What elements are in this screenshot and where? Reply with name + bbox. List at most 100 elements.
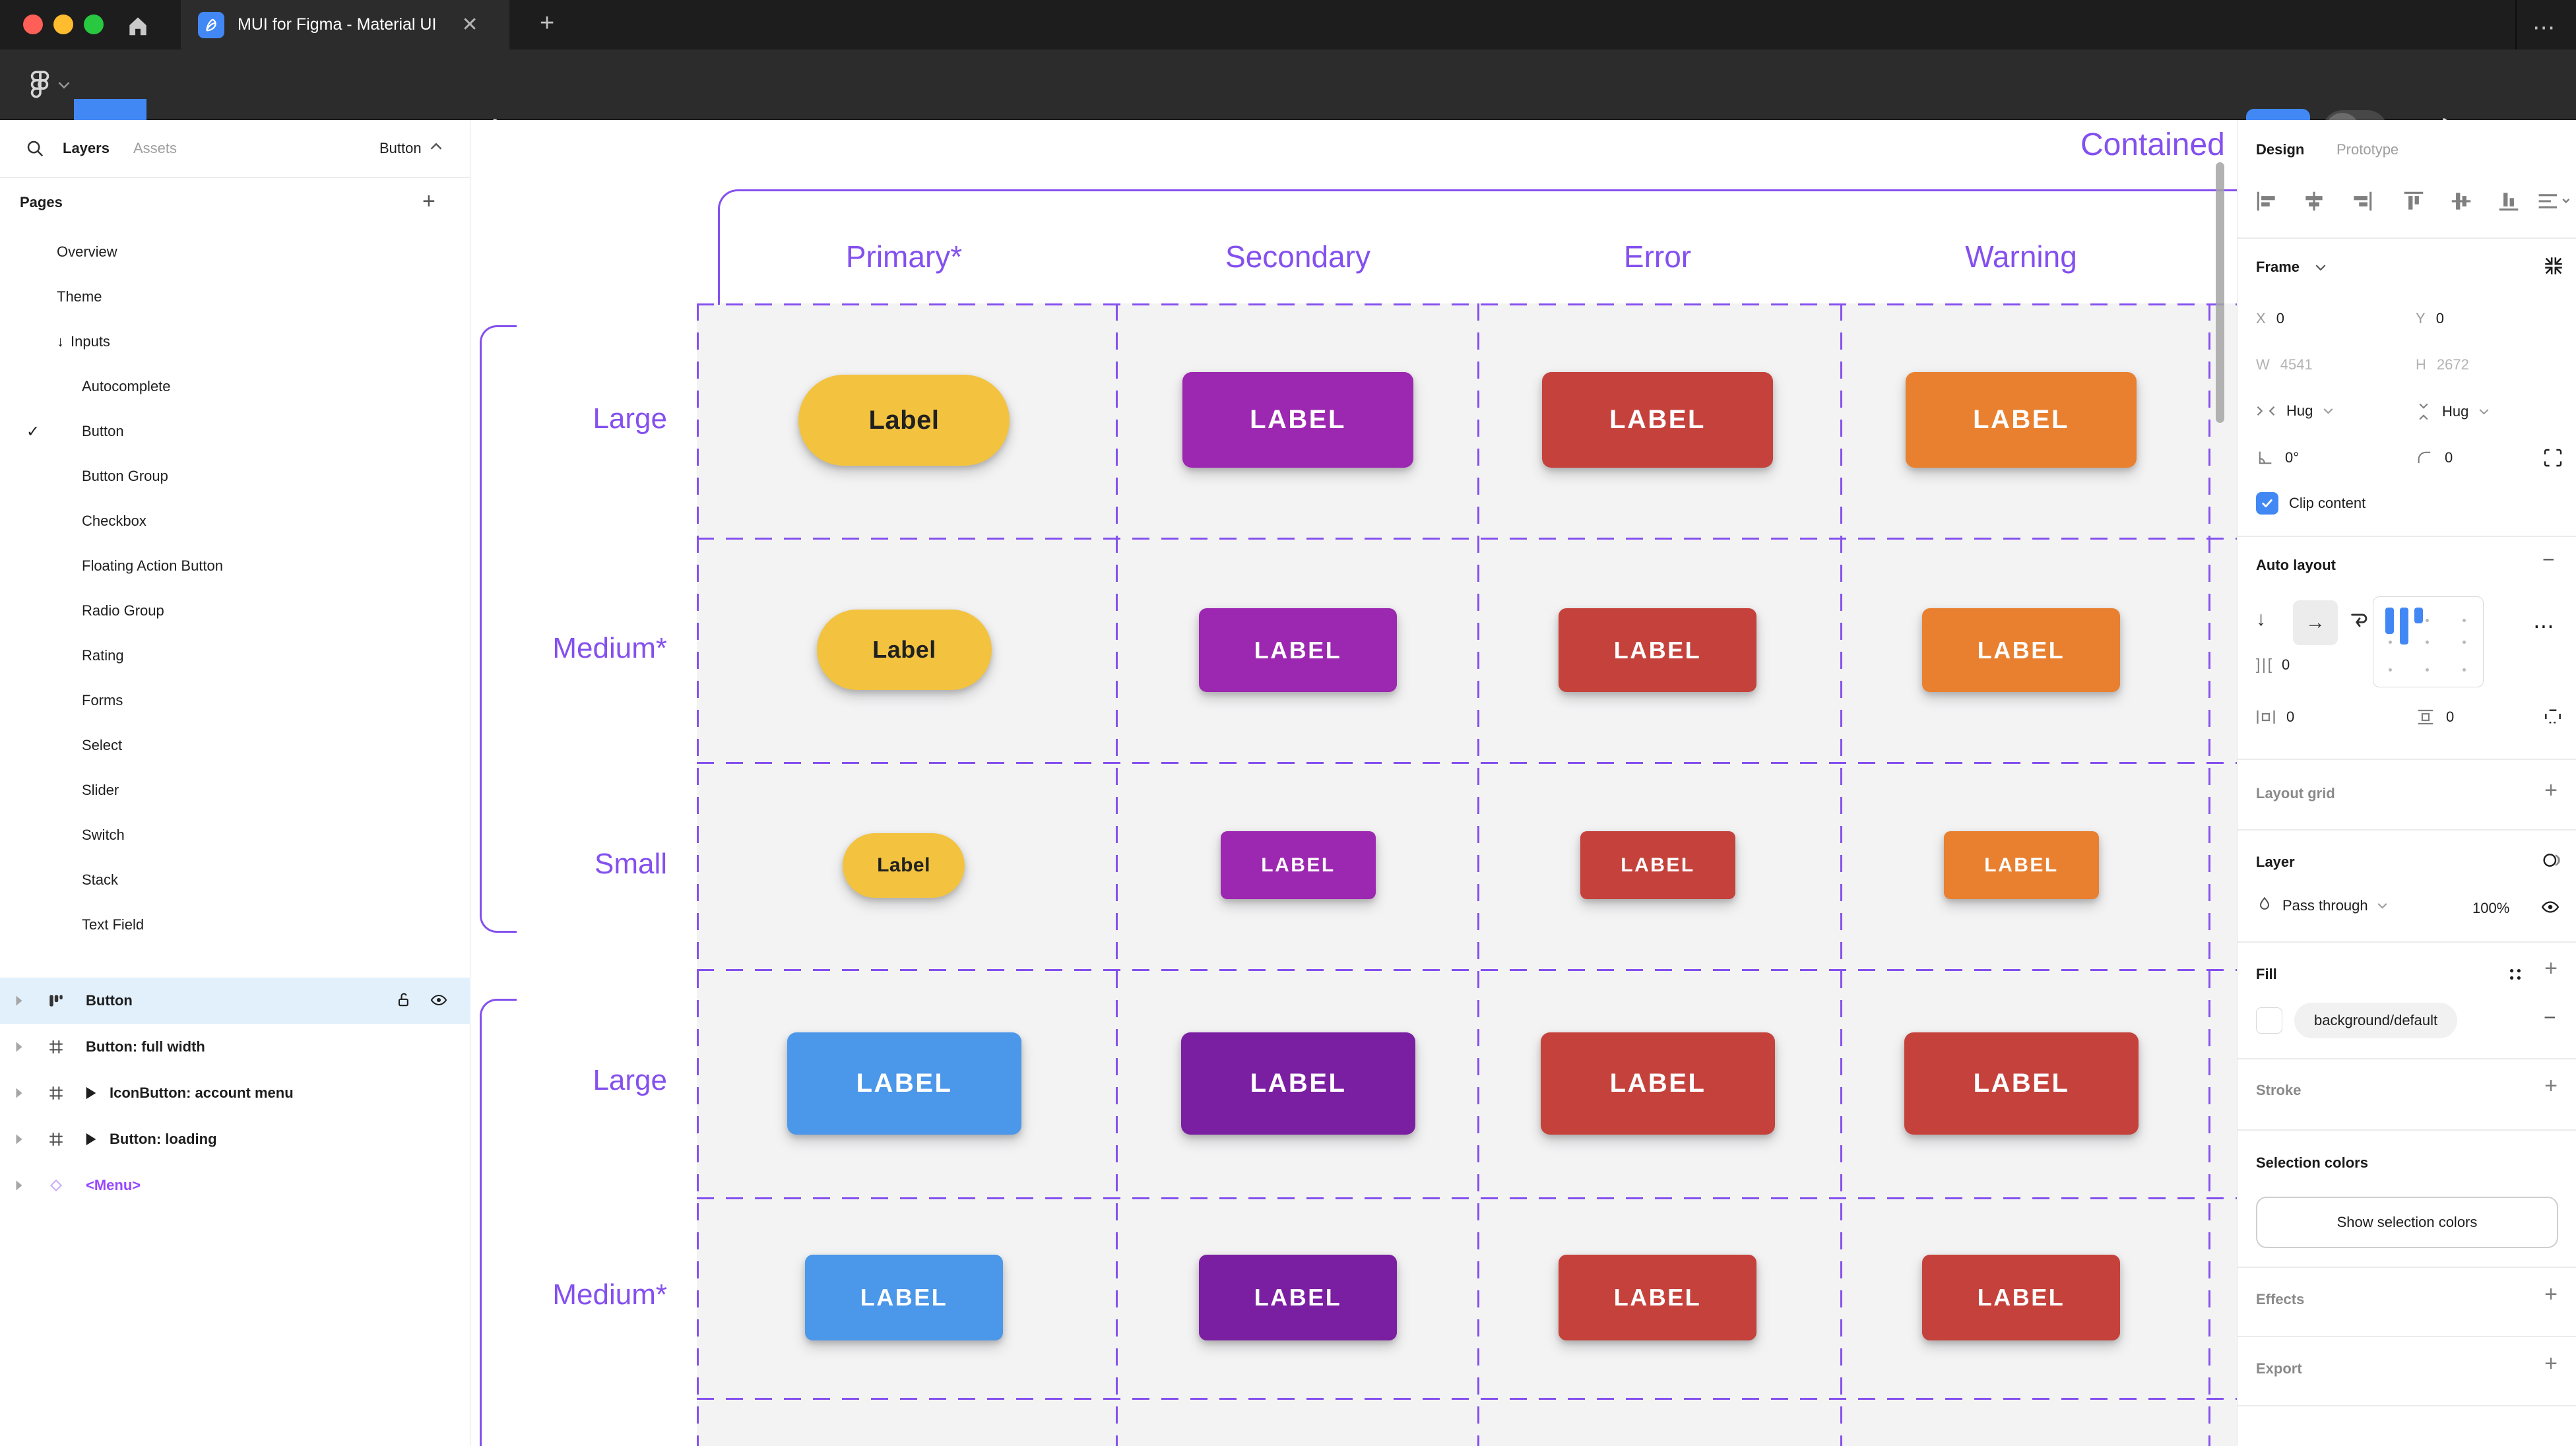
frame-name-label[interactable]: Contained — [2080, 127, 2225, 162]
page-item-inputs[interactable]: ↓ Inputs — [57, 333, 110, 350]
button-component[interactable]: LABEL — [1559, 608, 1756, 692]
button-component[interactable]: LABEL — [1922, 1255, 2120, 1340]
layer-row-iconbutton-account-menu[interactable]: IconButton: account menu — [0, 1070, 470, 1116]
disclosure-caret-icon[interactable] — [15, 1133, 24, 1145]
auto-layout-more-icon[interactable]: ⋯ — [2533, 614, 2556, 638]
main-menu-chevron-icon[interactable] — [58, 81, 70, 89]
remove-fill-icon[interactable]: − — [2544, 1005, 2556, 1029]
add-export-icon[interactable]: + — [2544, 1351, 2558, 1376]
tab-assets[interactable]: Assets — [133, 140, 177, 156]
button-component[interactable]: LABEL — [1559, 1255, 1756, 1340]
button-component[interactable]: LABEL — [1944, 831, 2099, 899]
page-item-fab[interactable]: Floating Action Button — [82, 557, 224, 574]
button-component[interactable]: LABEL — [1580, 831, 1735, 899]
x-position-field[interactable]: X 0 — [2256, 310, 2284, 327]
frame-section-title[interactable]: Frame — [2256, 259, 2300, 275]
collapse-panel-icon[interactable] — [2542, 255, 2565, 277]
corner-radius-field[interactable]: 0 — [2416, 449, 2453, 467]
tab-close-icon[interactable]: ✕ — [461, 14, 478, 36]
page-item-switch[interactable]: Switch — [82, 827, 125, 843]
add-fill-icon[interactable]: + — [2544, 956, 2558, 981]
tab-layers[interactable]: Layers — [63, 140, 110, 156]
remove-auto-layout-icon[interactable]: − — [2542, 548, 2555, 571]
layer-row-button-loading[interactable]: Button: loading — [0, 1116, 470, 1162]
page-item-forms[interactable]: Forms — [82, 692, 123, 708]
layer-row-menu-component[interactable]: <Menu> — [0, 1162, 470, 1209]
add-layout-grid-icon[interactable]: + — [2544, 778, 2558, 803]
align-horizontal-center-icon[interactable] — [2302, 189, 2327, 214]
layout-direction-vertical-icon[interactable]: ↓ — [2256, 608, 2266, 630]
disclosure-caret-icon[interactable] — [15, 995, 24, 1007]
add-page-icon[interactable]: + — [422, 189, 435, 214]
fill-style-token[interactable]: background/default — [2294, 1003, 2458, 1038]
tab-prototype[interactable]: Prototype — [2336, 141, 2399, 158]
main-menu-figma-icon[interactable] — [23, 68, 56, 101]
button-component[interactable]: LABEL — [1221, 831, 1376, 899]
row-label-large[interactable]: Large — [593, 402, 667, 435]
add-stroke-icon[interactable]: + — [2544, 1073, 2558, 1098]
y-position-field[interactable]: Y 0 — [2416, 310, 2444, 327]
column-header-secondary[interactable]: Secondary — [1225, 239, 1370, 274]
button-component[interactable]: LABEL — [1199, 1255, 1397, 1340]
disclosure-caret-icon[interactable] — [15, 1041, 24, 1053]
disclosure-caret-icon[interactable] — [15, 1179, 24, 1191]
column-header-primary[interactable]: Primary* — [845, 239, 963, 274]
page-item-slider[interactable]: Slider — [82, 782, 119, 798]
blend-mode-field[interactable]: Pass through — [2256, 896, 2387, 916]
width-field[interactable]: W 4541 — [2256, 356, 2313, 373]
design-canvas[interactable]: Contained Primary* Secondary Error Warni… — [470, 120, 2237, 1446]
fill-color-swatch[interactable] — [2256, 1007, 2282, 1034]
page-item-button[interactable]: ✓ Button — [26, 422, 124, 441]
window-more-icon[interactable]: ⋯ — [2532, 15, 2557, 40]
vertical-padding-field[interactable]: 0 — [2416, 708, 2454, 726]
individual-padding-icon[interactable] — [2542, 706, 2563, 727]
align-right-icon[interactable] — [2350, 189, 2375, 214]
button-component[interactable]: LABEL — [805, 1255, 1003, 1340]
blend-mode-icon[interactable] — [2541, 850, 2562, 871]
vertical-resizing-field[interactable]: Hug — [2416, 402, 2489, 421]
page-item-overview[interactable]: Overview — [57, 243, 117, 260]
page-selector[interactable]: Button — [379, 140, 422, 156]
button-component[interactable]: LABEL — [1542, 372, 1773, 468]
item-spacing-field[interactable]: ] | [ 0 — [2256, 656, 2290, 673]
page-item-theme[interactable]: Theme — [57, 288, 102, 305]
search-icon[interactable] — [25, 139, 45, 158]
show-selection-colors-button[interactable]: Show selection colors — [2256, 1197, 2558, 1248]
home-icon[interactable] — [125, 13, 150, 38]
page-item-rating[interactable]: Rating — [82, 647, 124, 664]
button-component[interactable]: LABEL — [1541, 1032, 1775, 1135]
clip-content-checkbox[interactable] — [2256, 492, 2278, 515]
page-item-autocomplete[interactable]: Autocomplete — [82, 378, 171, 394]
new-tab-button[interactable]: + — [540, 9, 555, 37]
add-effect-icon[interactable]: + — [2544, 1282, 2558, 1307]
page-item-select[interactable]: Select — [82, 737, 123, 753]
align-top-icon[interactable] — [2401, 189, 2426, 214]
maximize-window-button[interactable] — [84, 15, 104, 34]
align-left-icon[interactable] — [2254, 189, 2279, 214]
column-header-warning[interactable]: Warning — [1965, 239, 2077, 274]
button-component[interactable]: LABEL — [1199, 608, 1397, 692]
eye-icon[interactable] — [429, 991, 449, 1009]
button-component[interactable]: LABEL — [1906, 372, 2137, 468]
page-item-checkbox[interactable]: Checkbox — [82, 513, 146, 529]
alignment-widget[interactable] — [2373, 596, 2484, 687]
row-label-small[interactable]: Small — [594, 848, 667, 880]
button-component[interactable]: Label — [798, 375, 1010, 466]
button-component[interactable]: LABEL — [787, 1032, 1021, 1135]
minimize-window-button[interactable] — [53, 15, 73, 34]
row-label-medium[interactable]: Medium* — [552, 632, 667, 664]
align-vertical-center-icon[interactable] — [2449, 189, 2474, 214]
button-component[interactable]: Label — [817, 610, 992, 690]
height-field[interactable]: H 2672 — [2416, 356, 2469, 373]
page-item-stack[interactable]: Stack — [82, 871, 119, 888]
close-window-button[interactable] — [23, 15, 43, 34]
layer-visibility-eye-icon[interactable] — [2540, 897, 2561, 917]
page-item-radio-group[interactable]: Radio Group — [82, 602, 164, 619]
clip-content-field[interactable]: Clip content — [2256, 492, 2366, 515]
layer-row-button[interactable]: Button — [0, 978, 470, 1024]
disclosure-caret-icon[interactable] — [15, 1087, 24, 1099]
button-component[interactable]: LABEL — [1904, 1032, 2139, 1135]
button-component[interactable]: LABEL — [1182, 372, 1413, 468]
distribute-spacing-icon[interactable] — [2536, 189, 2570, 214]
horizontal-resizing-field[interactable]: Hug — [2256, 402, 2333, 420]
